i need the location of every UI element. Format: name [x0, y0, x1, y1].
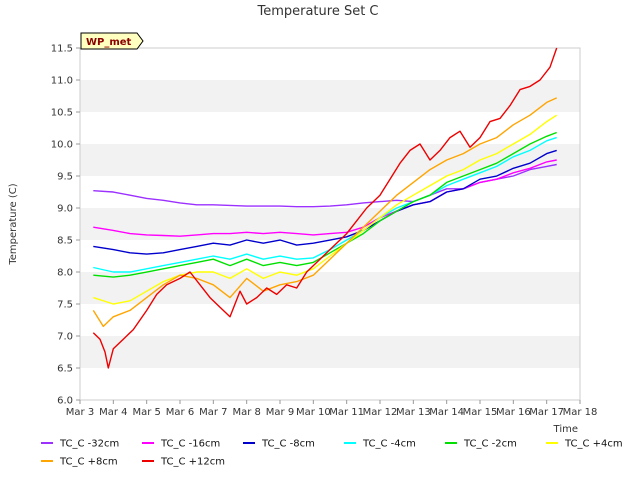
x-tick-label: Mar 15 [463, 407, 498, 418]
y-tick-label: 11.5 [51, 44, 73, 55]
legend-label-tc-c-16cm: TC_C -16cm [160, 439, 220, 450]
x-tick-label: Mar 18 [563, 407, 598, 418]
x-tick-label: Mar 8 [232, 407, 260, 418]
legend-label-tc-c-8cm: TC_C -8cm [261, 439, 315, 450]
y-tick-label: 6.0 [57, 396, 73, 407]
chart-title: Temperature Set C [256, 4, 378, 19]
y-tick-label: 9.5 [57, 172, 73, 183]
y-tick-label: 10.5 [51, 108, 73, 119]
grid-band [80, 48, 580, 80]
badge-shape [80, 32, 144, 50]
grid-band [80, 336, 580, 368]
plot-frame [79, 47, 581, 401]
grid-band [80, 176, 580, 208]
x-tick-label: Mar 11 [329, 407, 364, 418]
x-axis-label: Time [553, 424, 578, 435]
x-tick-label: Mar 9 [266, 407, 294, 418]
x-tick-label: Mar 4 [99, 407, 127, 418]
grid-band [80, 144, 580, 176]
x-tick-label: Mar 13 [396, 407, 431, 418]
legend-label-tc-c-4cm: TC_C +4cm [564, 439, 623, 450]
y-tick-label: 8.0 [57, 268, 73, 279]
wp-met-badge: WP_met [80, 32, 144, 50]
x-tick-label: Mar 7 [199, 407, 227, 418]
x-tick-label: Mar 17 [529, 407, 564, 418]
y-tick-label: 10.0 [51, 140, 73, 151]
y-tick-label: 7.5 [57, 300, 73, 311]
x-tick-label: Mar 16 [496, 407, 531, 418]
grid-band [80, 272, 580, 304]
grid-band [80, 368, 580, 400]
grid-band [80, 80, 580, 112]
y-tick-label: 7.0 [57, 332, 73, 343]
series-line-tc-c-4cm [93, 114, 558, 305]
series-line-tc-c-2cm [93, 131, 557, 278]
legend: TC_C -32cm TC_C -16cm TC_C -8cm TC_C -4cm TC… [41, 439, 623, 468]
series-line-tc-c-12cm [92, 47, 558, 369]
grid-band [80, 112, 580, 144]
x-tick-label: Mar 5 [132, 407, 160, 418]
legend-label-tc-c-2cm: TC_C -2cm [463, 439, 517, 450]
series-line-tc-c-8cm [93, 149, 557, 255]
x-tick-label: Mar 3 [66, 407, 94, 418]
y-tick-label: 8.5 [57, 236, 73, 247]
x-tick-label: Mar 6 [166, 407, 194, 418]
series-lines [92, 47, 558, 369]
x-axis-ticks: Mar 3 Mar 4 Mar 5 Mar 6 Mar 7 Mar 8 Mar 9 Mar 1… [66, 400, 598, 418]
y-axis-label: Temperature (C) [8, 183, 19, 265]
grid-band [80, 208, 580, 240]
x-tick-label: Mar 14 [429, 407, 464, 418]
y-axis-ticks: 6.0 6.5 7.0 7.5 8.0 8.5 9.0 9.5 10.0 10.5 11.0 11.5 [51, 44, 80, 407]
y-tick-label: 11.0 [51, 76, 73, 87]
badge-label: WP_met [86, 37, 132, 48]
legend-label-tc-c-32cm: TC_C -32cm [59, 439, 119, 450]
legend-label-tc-c-8cm: TC_C +8cm [59, 457, 118, 468]
y-tick-label: 6.5 [57, 364, 73, 375]
plot-bands [80, 48, 580, 400]
series-line-tc-c-8cm [92, 97, 557, 328]
legend-label-tc-c-4cm: TC_C -4cm [362, 439, 416, 450]
legend-label-tc-c-12cm: TC_C +12cm [160, 457, 225, 468]
y-tick-label: 9.0 [57, 204, 73, 215]
series-line-tc-c-16cm [93, 159, 557, 237]
x-tick-label: Mar 12 [363, 407, 398, 418]
grid-band [80, 304, 580, 336]
x-tick-label: Mar 10 [296, 407, 331, 418]
